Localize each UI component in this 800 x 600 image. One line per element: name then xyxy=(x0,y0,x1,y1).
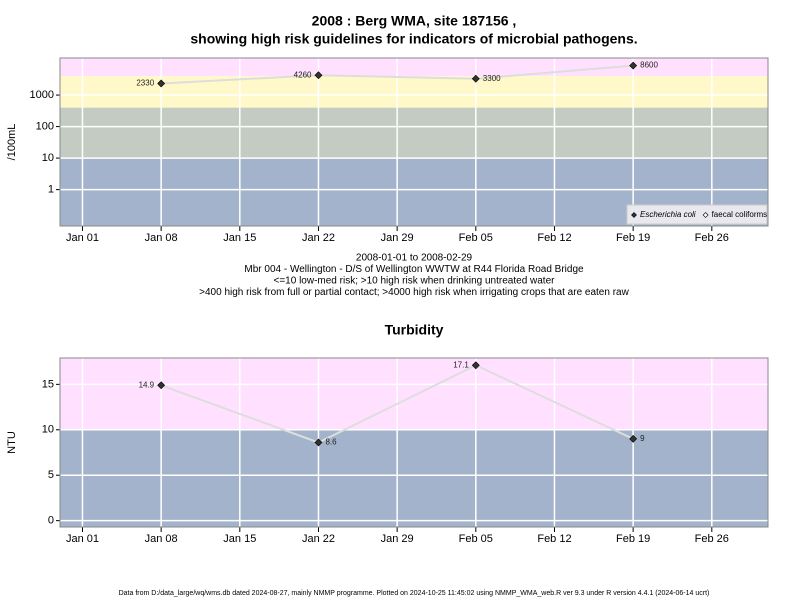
data-point xyxy=(314,438,323,447)
risk-band xyxy=(60,58,768,77)
value-label: 14.9 xyxy=(139,380,155,389)
caption: >400 high risk from full or partial cont… xyxy=(199,287,629,298)
x-tick-label: Jan 29 xyxy=(381,533,414,545)
y-axis-label: NTU xyxy=(6,431,18,454)
x-tick-label: Jan 08 xyxy=(145,533,178,545)
data-point xyxy=(629,434,638,443)
data-point xyxy=(314,71,323,80)
x-tick-label: Feb 12 xyxy=(537,232,571,244)
y-tick-label: 1000 xyxy=(30,89,54,101)
x-tick-label: Feb 19 xyxy=(616,533,650,545)
y-tick-label: 0 xyxy=(48,515,54,527)
x-tick-label: Feb 12 xyxy=(537,533,571,545)
data-point xyxy=(157,381,166,390)
caption: Mbr 004 - Wellington - D/S of Wellington… xyxy=(244,264,584,275)
data-point xyxy=(629,61,638,70)
legend-label: faecal coliforms xyxy=(712,210,768,219)
value-label: 8.6 xyxy=(325,438,337,447)
x-tick-label: Feb 05 xyxy=(459,533,493,545)
series-line xyxy=(160,364,634,444)
x-tick-label: Feb 26 xyxy=(695,533,729,545)
chart-subtitle: showing high risk guidelines for indicat… xyxy=(190,31,637,47)
x-tick-label: Feb 19 xyxy=(616,232,650,244)
x-tick-label: Jan 15 xyxy=(223,533,256,545)
data-point xyxy=(471,74,480,83)
caption: 2008-01-01 to 2008-02-29 xyxy=(356,253,473,264)
data-point xyxy=(157,79,166,88)
x-tick-label: Jan 01 xyxy=(66,533,99,545)
chart-title: 2008 : Berg WMA, site 187156 , xyxy=(312,13,517,29)
legend-label: Escherichia coli xyxy=(640,210,696,219)
x-tick-label: Jan 08 xyxy=(145,232,178,244)
x-tick-label: Jan 22 xyxy=(302,232,335,244)
x-tick-label: Jan 01 xyxy=(66,232,99,244)
y-axis-label: /100mL xyxy=(6,124,18,161)
x-tick-label: Jan 22 xyxy=(302,533,335,545)
x-tick-label: Feb 26 xyxy=(695,232,729,244)
risk-band xyxy=(60,107,768,159)
data-point xyxy=(471,361,480,370)
value-label: 2330 xyxy=(136,79,154,88)
legend-marker xyxy=(631,212,637,218)
risk-band xyxy=(60,429,768,527)
chart-title: Turbidity xyxy=(385,322,444,338)
legend-box xyxy=(626,204,768,225)
y-tick-label: 10 xyxy=(42,424,54,436)
x-tick-label: Feb 05 xyxy=(459,232,493,244)
x-tick-label: Jan 29 xyxy=(381,232,414,244)
x-tick-label: Jan 15 xyxy=(223,232,256,244)
y-tick-label: 5 xyxy=(48,469,54,481)
risk-band xyxy=(60,76,768,108)
y-tick-label: 100 xyxy=(36,120,54,132)
value-label: 17.1 xyxy=(453,360,469,369)
y-tick-label: 1 xyxy=(48,184,54,196)
footer: Data from D:/data_large/wq/wms.db dated … xyxy=(119,590,710,597)
value-label: 8600 xyxy=(640,61,658,70)
value-label: 4260 xyxy=(294,70,312,79)
value-label: 9 xyxy=(640,434,645,443)
plot-frame xyxy=(59,57,769,227)
legend-marker xyxy=(702,212,709,218)
series-line xyxy=(161,64,634,85)
value-label: 3300 xyxy=(483,74,501,83)
y-tick-label: 10 xyxy=(42,152,54,164)
y-tick-label: 15 xyxy=(42,378,54,390)
plot-frame xyxy=(59,357,769,528)
risk-band xyxy=(60,358,768,430)
caption: <=10 low-med risk; >10 high risk when dr… xyxy=(274,276,556,287)
